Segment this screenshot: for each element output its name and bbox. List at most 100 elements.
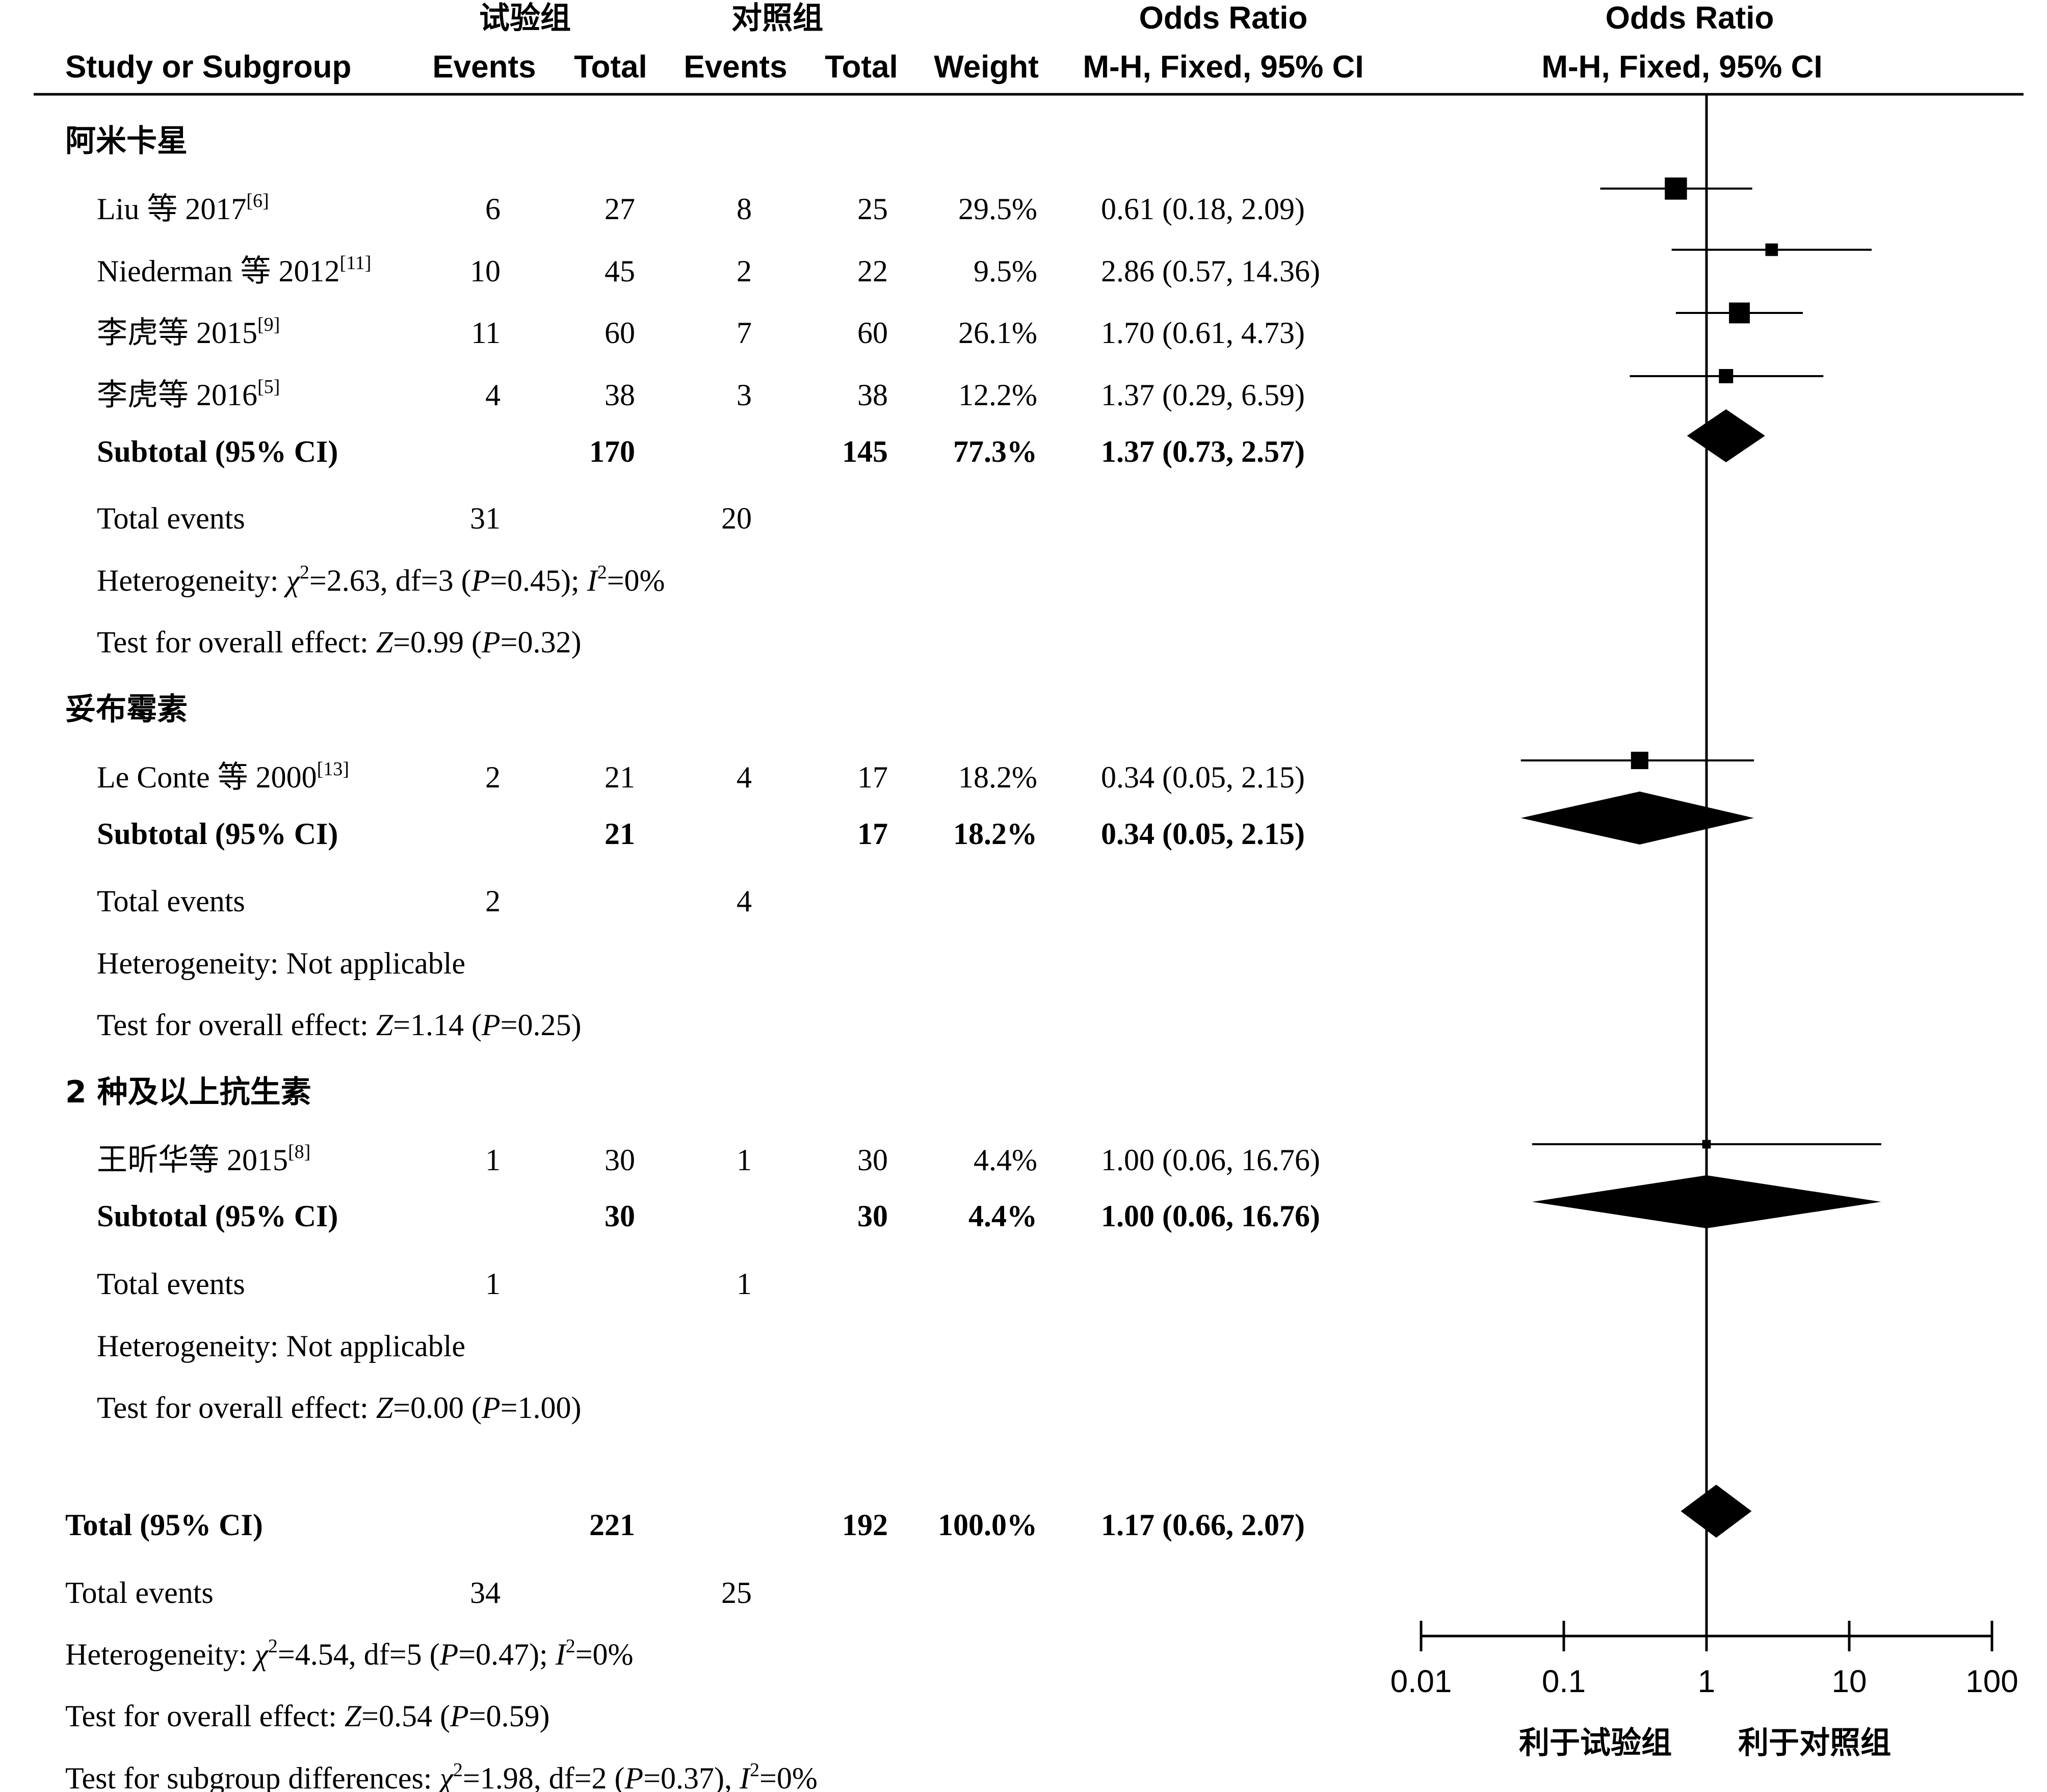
exp-events-header: Events: [432, 49, 536, 85]
subtotal-ci-text: 1.00 (0.06, 16.76): [1101, 1199, 1320, 1233]
ci-text: 1.70 (0.61, 4.73): [1101, 316, 1305, 350]
study-row: 李虎等 2015[9] 11 60 7 60 26.1% 1.70 (0.61,…: [97, 314, 1305, 350]
total-events-label: Total events: [65, 1576, 214, 1610]
subtotal-ci-text: 1.37 (0.73, 2.57): [1101, 435, 1305, 468]
ctl-total: 17: [857, 760, 888, 794]
study-point-marker: [1665, 177, 1687, 200]
total-events-exp: 1: [485, 1267, 501, 1301]
total-events-exp: 34: [470, 1576, 501, 1610]
subtotal-ctl-total: 17: [857, 817, 888, 851]
subtotal-diamond: [1520, 792, 1754, 845]
subgroup-title-amikacin: 阿米卡星: [65, 123, 188, 159]
subtotal-weight: 18.2%: [953, 817, 1037, 851]
study-row: Niederman 等 2012[11] 10 45 2 22 9.5% 2.8…: [97, 252, 1320, 288]
overall-effect-text: Test for overall effect: Z=0.99 (P=0.32): [97, 625, 581, 659]
subtotal-diamond: [1687, 409, 1765, 462]
x-tick-label: 0.01: [1390, 1664, 1452, 1699]
study-label: 李虎等 2016[5]: [97, 376, 280, 412]
total-events-label: Total events: [97, 1267, 245, 1301]
ctl-total: 22: [857, 254, 888, 288]
weight-header: Weight: [934, 49, 1039, 85]
subgroup-differences-text: Test for subgroup differences: χ2=1.98, …: [65, 1759, 818, 1792]
favours-control-label: 利于对照组: [1738, 1725, 1891, 1761]
subtotal-exp-total: 30: [605, 1199, 635, 1233]
x-tick-label: 100: [1965, 1664, 2018, 1699]
study-label: 李虎等 2015[9]: [97, 314, 280, 350]
study-label: 王昕华等 2015[8]: [97, 1141, 310, 1177]
exp-events: 10: [470, 254, 501, 288]
exp-total-header: Total: [574, 49, 647, 85]
study-label: Niederman 等 2012[11]: [97, 252, 371, 288]
total-events-label: Total events: [97, 884, 245, 918]
subtotal-weight: 4.4%: [968, 1199, 1037, 1233]
exp-total: 60: [605, 316, 635, 350]
subtotal-row: Subtotal (95% CI) 21 17 18.2% 0.34 (0.05…: [97, 817, 1305, 851]
ci-text: 1.00 (0.06, 16.76): [1101, 1143, 1320, 1177]
total-row: Total (95% CI) 221 192 100.0% 1.17 (0.66…: [65, 1508, 1305, 1542]
study-point-marker: [1631, 751, 1648, 770]
weight-value: 9.5%: [974, 254, 1037, 288]
weight-value: 4.4%: [974, 1143, 1037, 1177]
total-events-row: Total events 1 1: [97, 1267, 752, 1301]
exp-total: 27: [605, 192, 635, 226]
subtotal-ctl-total: 30: [857, 1199, 888, 1233]
subgroup-title-tobramycin: 妥布霉素: [65, 692, 188, 727]
exp-total: 38: [605, 378, 635, 412]
weight-value: 26.1%: [958, 316, 1037, 350]
total-events-exp: 2: [485, 884, 501, 918]
study-label: Liu 等 2017[6]: [97, 190, 269, 226]
ctl-events: 8: [737, 192, 752, 226]
study-point-marker: [1719, 369, 1734, 383]
weight-value: 29.5%: [958, 192, 1037, 226]
ctl-events: 4: [737, 760, 752, 794]
group-experimental-label: 试验组: [479, 1, 571, 36]
total-overall-effect-text: Test for overall effect: Z=0.54 (P=0.59): [65, 1699, 549, 1733]
group-control-label: 对照组: [731, 1, 823, 36]
ctl-total: 60: [857, 316, 888, 350]
study-row: 王昕华等 2015[8] 1 30 1 30 4.4% 1.00 (0.06, …: [97, 1141, 1320, 1177]
subtotal-label: Subtotal (95% CI): [97, 1199, 338, 1233]
subtotal-label: Subtotal (95% CI): [97, 435, 338, 468]
study-label: Le Conte 等 2000[13]: [97, 758, 349, 794]
ctl-total-header: Total: [825, 49, 898, 85]
exp-events: 4: [485, 378, 501, 412]
ctl-events: 2: [737, 254, 752, 288]
ci-text: 0.61 (0.18, 2.09): [1101, 192, 1305, 226]
subtotal-ci-text: 0.34 (0.05, 2.15): [1101, 817, 1305, 851]
subtotal-row: Subtotal (95% CI) 30 30 4.4% 1.00 (0.06,…: [97, 1199, 1320, 1233]
forest-marks: [1520, 94, 1881, 1636]
subtotal-diamond: [1532, 1175, 1881, 1228]
total-ci-text: 1.17 (0.66, 2.07): [1101, 1508, 1305, 1542]
study-or-subgroup-header: Study or Subgroup: [65, 49, 351, 85]
total-ctl-total: 192: [842, 1508, 888, 1542]
table-header: 试验组 对照组 Odds Ratio Odds Ratio Study or S…: [65, 1, 1823, 85]
study-point-marker: [1765, 243, 1778, 256]
study-row: Le Conte 等 2000[13] 2 21 4 17 18.2% 0.34…: [97, 758, 1305, 794]
subtotal-exp-total: 170: [589, 435, 635, 468]
ctl-events: 1: [737, 1143, 752, 1177]
study-row: 李虎等 2016[5] 4 38 3 38 12.2% 1.37 (0.29, …: [97, 376, 1305, 412]
or-method-text-header: M-H, Fixed, 95% CI: [1083, 49, 1363, 85]
total-weight: 100.0%: [938, 1508, 1037, 1542]
ctl-total: 25: [857, 192, 888, 226]
total-heterogeneity-text: Heterogeneity: χ2=4.54, df=5 (P=0.47); I…: [65, 1636, 634, 1671]
exp-total: 45: [605, 254, 635, 288]
exp-events: 2: [485, 760, 501, 794]
total-events-ctl: 1: [737, 1267, 752, 1301]
total-events-row: Total events 34 25: [65, 1576, 752, 1610]
total-events-ctl: 4: [737, 884, 752, 918]
ctl-total: 30: [857, 1143, 888, 1177]
ci-text: 1.37 (0.29, 6.59): [1101, 378, 1305, 412]
ctl-total: 38: [857, 378, 888, 412]
study-row: Liu 等 2017[6] 6 27 8 25 29.5% 0.61 (0.18…: [97, 190, 1305, 226]
total-label: Total (95% CI): [65, 1508, 263, 1542]
favours-experimental-label: 利于试验组: [1519, 1725, 1672, 1761]
ci-text: 2.86 (0.57, 14.36): [1101, 254, 1320, 288]
ci-text: 0.34 (0.05, 2.15): [1101, 760, 1305, 794]
total-events-row: Total events 31 20: [97, 502, 752, 535]
heterogeneity-text: Heterogeneity: Not applicable: [97, 946, 465, 980]
or-method-plot-header: M-H, Fixed, 95% CI: [1541, 49, 1822, 85]
ctl-events: 3: [737, 378, 752, 412]
ctl-events: 7: [737, 316, 752, 350]
